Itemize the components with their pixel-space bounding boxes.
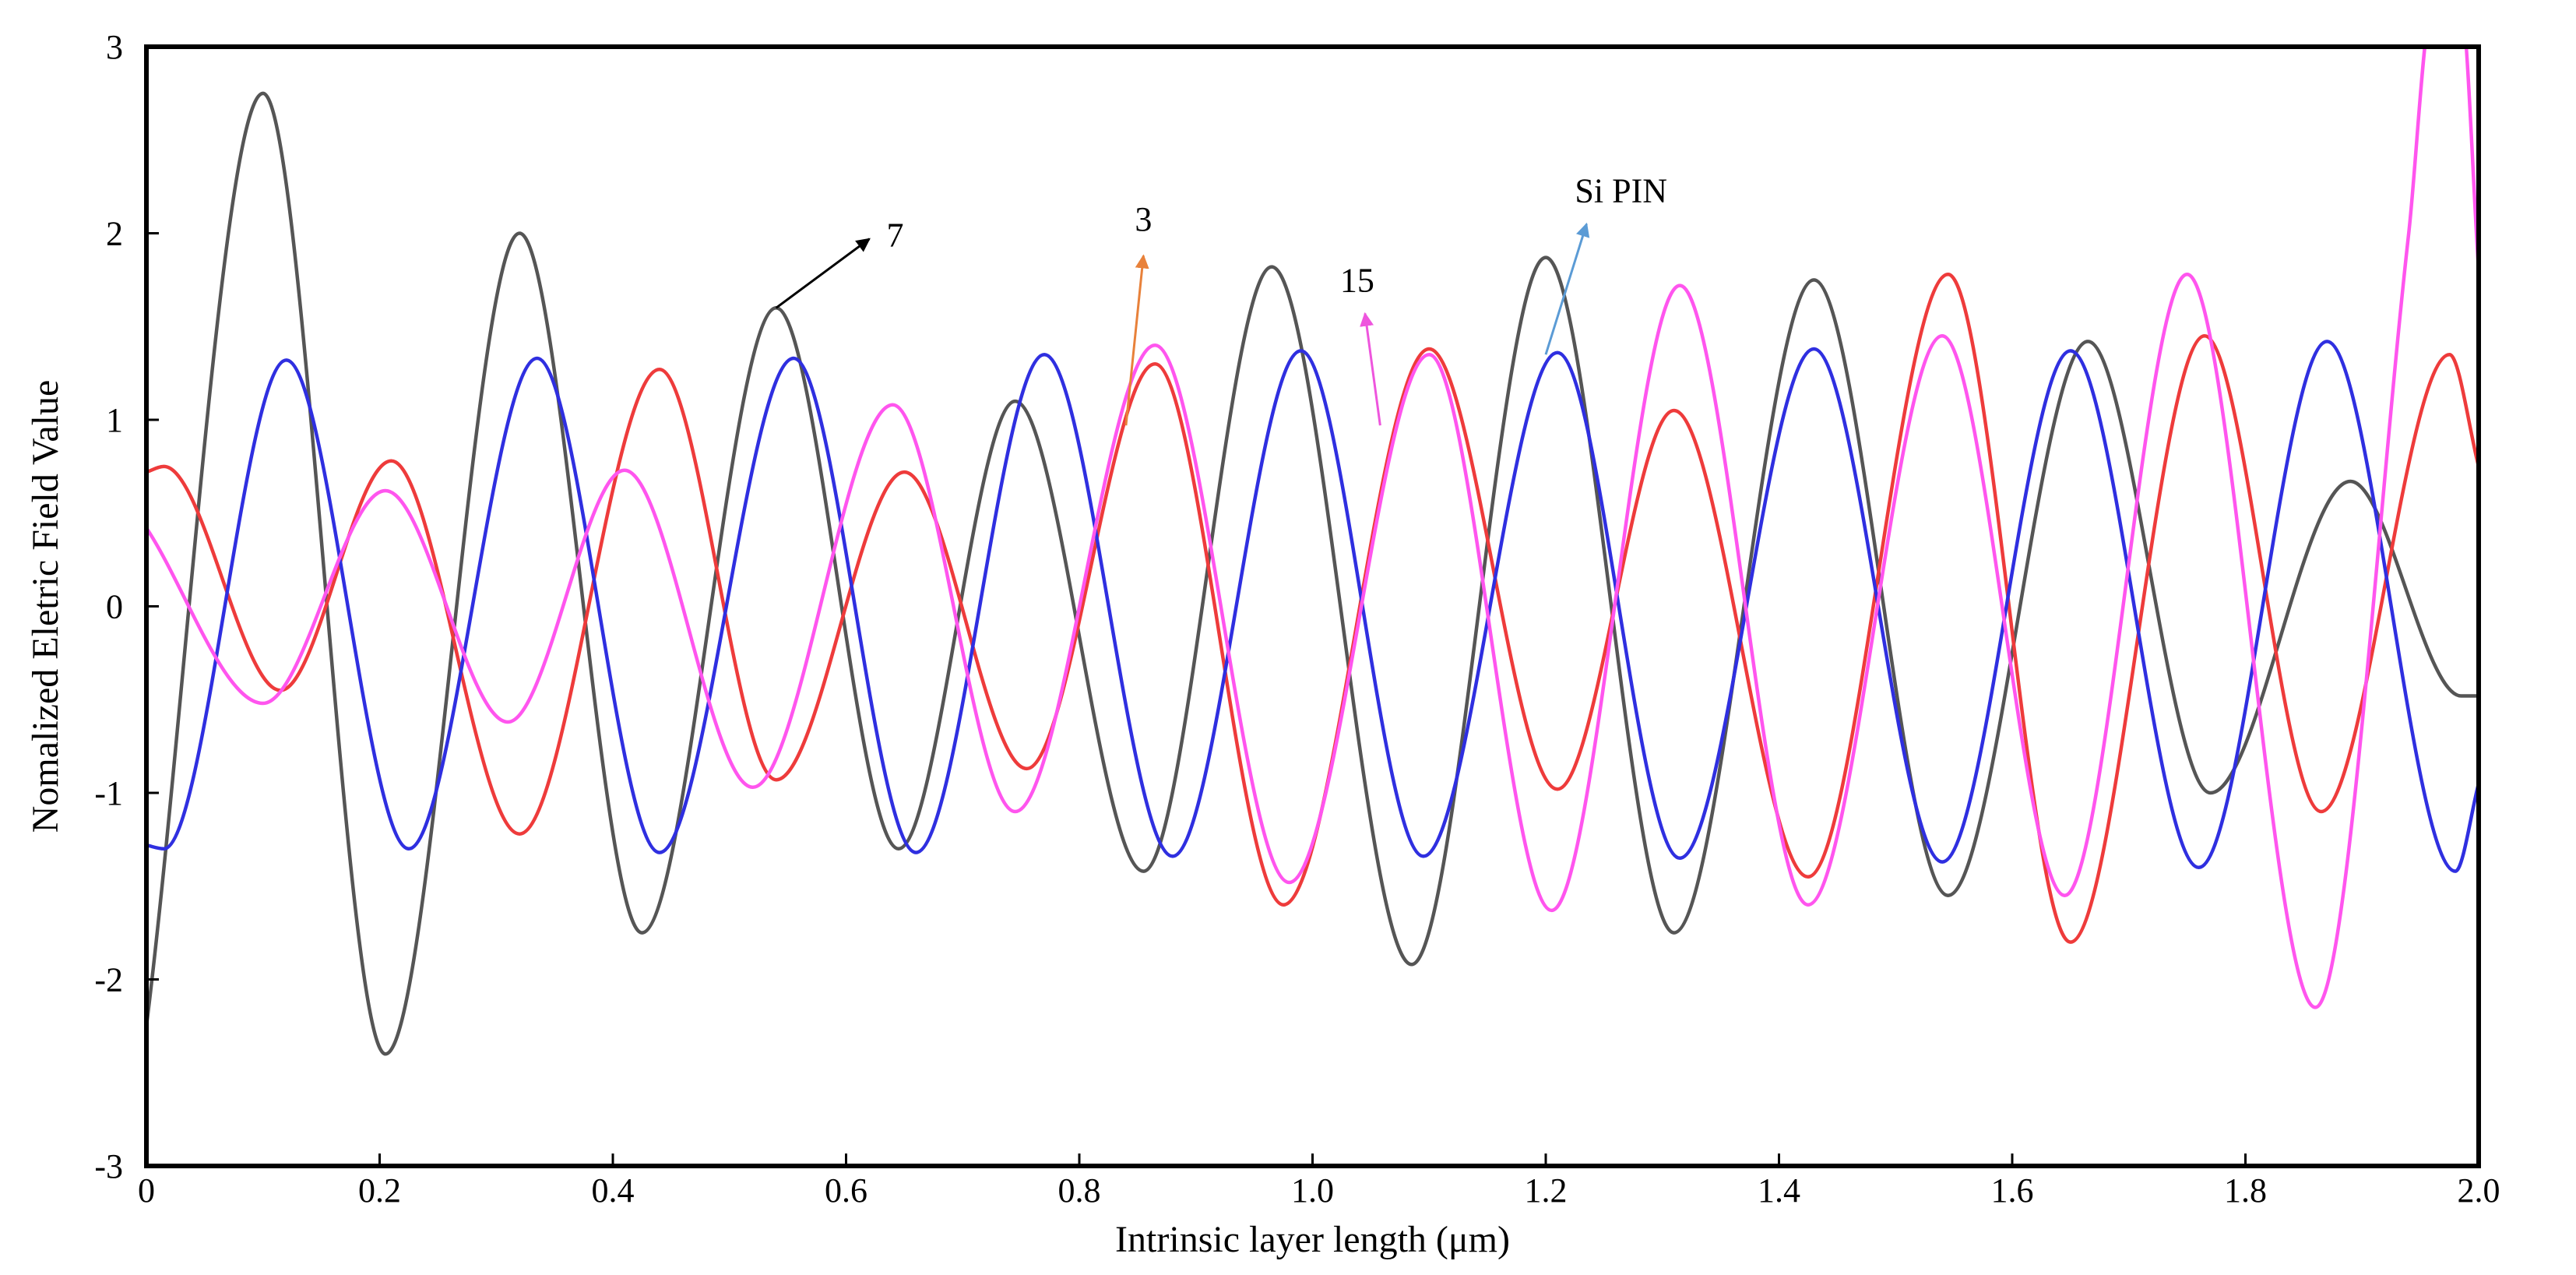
series-layer — [146, 47, 2479, 1056]
series-line-7 — [146, 91, 2479, 1056]
x-axis-title: Intrinsic layer length (μm) — [1115, 1219, 1510, 1260]
y-tick-label: -2 — [94, 961, 123, 999]
x-axis: 0 0.2 0.4 0.6 0.8 1.0 1.2 1.4 1.6 1.8 2.0 — [138, 1153, 2500, 1210]
x-tick-label: 0.8 — [1058, 1171, 1101, 1210]
annotation-arrow-si-pin — [1544, 222, 1590, 355]
plot-frame — [144, 44, 2481, 1168]
annotation-label-si-pin: Si PIN — [1575, 172, 1667, 210]
x-tick-label: 0.4 — [592, 1171, 635, 1210]
x-tick-label: 1.4 — [1758, 1171, 1800, 1210]
annotation-arrow-3 — [1124, 254, 1149, 426]
x-tick-label: 1.2 — [1525, 1171, 1568, 1210]
series-line-si-pin — [146, 340, 2479, 873]
y-tick-label: -3 — [94, 1147, 123, 1185]
x-tick-label: 0 — [138, 1171, 155, 1210]
annotation-label-3: 3 — [1135, 200, 1152, 238]
y-axis-title: Nomalized Eletric Field Value — [25, 380, 66, 833]
y-tick-label: 1 — [106, 401, 123, 439]
annotation-layer: 7 3 15 Si PIN — [775, 172, 1667, 426]
y-axis: -3 -2 -1 0 1 2 3 — [94, 28, 159, 1185]
y-tick-label: 2 — [106, 215, 123, 253]
x-tick-label: 1.8 — [2224, 1171, 2267, 1210]
x-tick-label: 0.6 — [825, 1171, 867, 1210]
x-tick-label: 0.2 — [358, 1171, 401, 1210]
x-tick-label: 1.0 — [1291, 1171, 1334, 1210]
series-line-15 — [146, 47, 2479, 1009]
annotation-label-15: 15 — [1340, 261, 1374, 299]
x-tick-label: 2.0 — [2458, 1171, 2500, 1210]
annotation-arrow-15 — [1360, 312, 1381, 426]
annotation-arrow-7 — [775, 238, 871, 309]
annotation-label-7: 7 — [886, 217, 903, 255]
x-tick-label: 1.6 — [1991, 1171, 2034, 1210]
y-tick-label: -1 — [94, 774, 123, 812]
y-tick-label: 0 — [106, 588, 123, 626]
y-tick-label: 3 — [106, 28, 123, 66]
